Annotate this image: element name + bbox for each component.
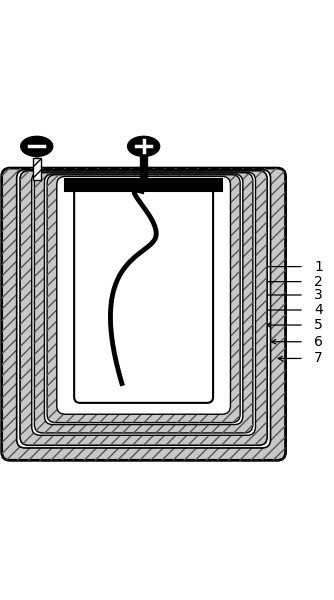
Text: 7: 7 (314, 352, 323, 365)
FancyBboxPatch shape (20, 171, 267, 445)
Text: 3: 3 (314, 288, 323, 302)
Ellipse shape (128, 136, 160, 157)
Text: 1: 1 (314, 260, 323, 274)
FancyBboxPatch shape (17, 170, 271, 448)
Text: 6: 6 (314, 335, 323, 349)
FancyBboxPatch shape (2, 168, 286, 460)
FancyBboxPatch shape (47, 175, 240, 422)
FancyBboxPatch shape (57, 176, 230, 414)
Text: 2: 2 (314, 275, 323, 289)
FancyBboxPatch shape (34, 173, 253, 433)
Bar (33, 158, 41, 180)
Ellipse shape (21, 136, 53, 157)
Bar (65, 179, 222, 191)
FancyBboxPatch shape (74, 181, 213, 403)
Text: 5: 5 (314, 318, 323, 332)
Text: 4: 4 (314, 303, 323, 317)
FancyBboxPatch shape (44, 174, 243, 425)
Bar (33, 158, 41, 180)
FancyBboxPatch shape (32, 172, 256, 435)
